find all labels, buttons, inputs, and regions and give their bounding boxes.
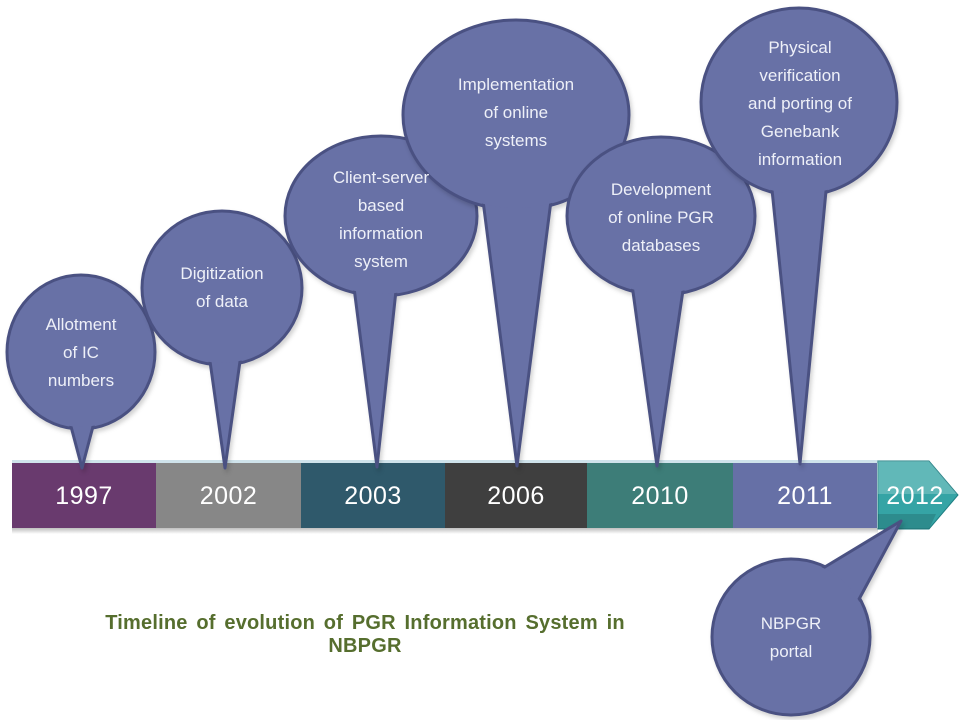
balloon-nbpgr-portal-cover — [714, 561, 868, 713]
balloon-2003-cover — [287, 138, 475, 294]
segment-2011 — [733, 463, 877, 528]
arrow-body — [877, 460, 959, 530]
arrow-bottom-shade — [878, 514, 936, 529]
segment-2006 — [445, 463, 587, 528]
bar-top-highlight — [12, 460, 878, 463]
balloon-2006-cover — [405, 22, 627, 208]
arrow-top-bevel — [878, 461, 957, 494]
balloon-2002-cover — [144, 213, 300, 363]
balloon-2010-tail — [628, 268, 688, 468]
balloon-2011-cover — [703, 10, 895, 194]
balloon-2003 — [283, 134, 479, 469]
balloon-2011-tail — [768, 168, 830, 466]
timeline-bar — [12, 460, 959, 534]
balloon-2002 — [140, 209, 304, 470]
segment-2002 — [156, 463, 301, 528]
balloon-2003-tail — [350, 270, 400, 469]
balloon-2011 — [699, 6, 899, 466]
diagram-caption: Timeline of evolution of PGR Information… — [105, 612, 625, 657]
bar-bottom-shadow — [12, 528, 878, 534]
balloon-2010 — [565, 135, 757, 468]
segment-2010 — [587, 463, 733, 528]
segment-1997 — [12, 463, 156, 528]
segment-2012-arrow — [877, 460, 959, 530]
balloon-2006-tail — [479, 183, 555, 468]
balloon-1997-cover — [9, 277, 153, 427]
segment-2003 — [301, 463, 445, 528]
balloon-2006 — [401, 18, 631, 468]
balloon-2010-cover — [569, 139, 753, 293]
balloon-1997 — [5, 273, 157, 470]
balloon-nbpgr-portal — [710, 519, 903, 717]
